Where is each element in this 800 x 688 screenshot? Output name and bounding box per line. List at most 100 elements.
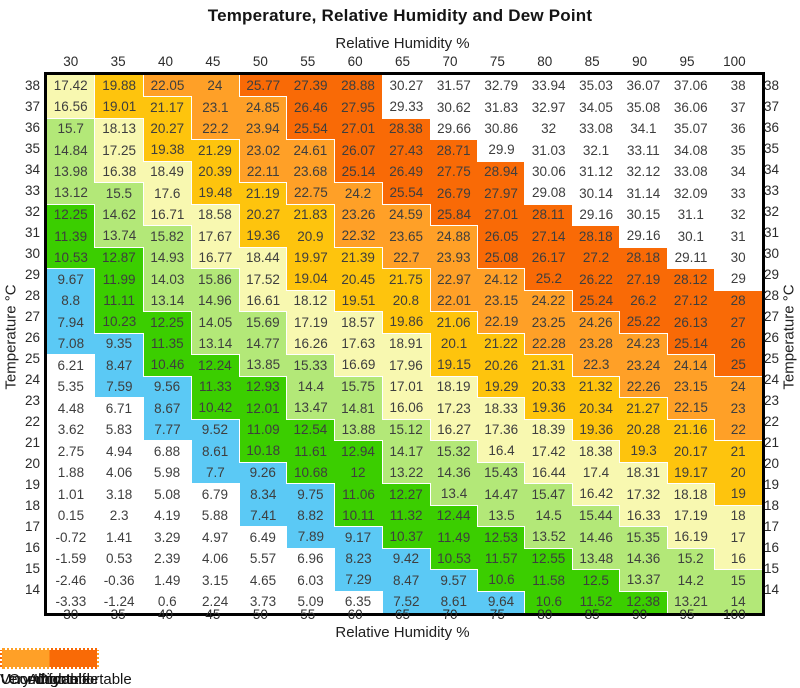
dew-point-cell: 12.44 [430,504,478,527]
dew-point-cell: 16.06 [381,397,431,419]
heatmap-row: 0.15 2.3 4.19 5.88 7.41 8.82 10.11 11.32 12.44 13… [47,504,762,527]
dew-point-cell: 3.15 [191,569,240,591]
dew-point-cell: 21.39 [334,246,383,269]
dew-point-cell: 8.61 [430,591,478,613]
dew-point-cell: 11.32 [382,505,431,527]
dew-point-cell: 17.96 [382,354,431,376]
dew-point-cell: 8.8 [47,290,95,312]
humidity-tick: 30 [63,54,79,69]
dew-point-cell: 7.08 [47,333,95,355]
y-axis-label-right: Temperature °C [780,284,798,390]
dew-point-cell: 35.07 [667,118,715,140]
dew-point-cell: 24.12 [477,268,525,290]
dew-point-cell: 10.46 [142,354,192,376]
humidity-tick: 40 [158,607,174,622]
dew-point-cell: 9.17 [334,526,383,548]
dew-point-cell: 28.12 [667,268,715,290]
dew-point-cell: 30.1 [667,225,715,247]
temperature-tick: 23 [764,393,780,408]
dew-point-cell: 29.33 [381,96,431,118]
dew-point-cell: 23.15 [667,376,715,398]
dew-point-cell: 18.18 [667,483,715,505]
dew-point-cell: 18.12 [286,289,335,312]
temperature-tick: 24 [24,372,40,387]
humidity-tick: 55 [300,607,316,622]
temperature-tick: 15 [24,561,40,576]
dew-point-cell: 35.03 [572,75,620,97]
dew-point-cell: 27 [714,311,762,333]
dew-point-cell: 16.4 [477,440,525,462]
dew-point-cell: 34 [714,161,762,183]
dew-point-cell: 31.14 [619,182,668,204]
dew-point-cell: 23.94 [239,118,287,140]
humidity-tick: 60 [347,54,363,69]
dew-point-cell: 23.68 [286,161,335,183]
dew-point-cell: 26 [714,333,762,355]
dew-point-cell: 25.14 [333,161,383,183]
dew-point-cell: 16.56 [47,96,95,118]
dew-point-cell: 15 [714,569,762,591]
dew-point-cell: 17 [714,526,762,548]
heatmap-row: 17.42 19.88 22.05 24 25.77 27.39 28.88 30.27 31.… [47,75,762,97]
dew-point-cell: 20.27 [238,204,287,226]
dew-point-cell: 15.44 [572,504,620,527]
dew-point-cell: 28.18 [619,246,668,269]
dew-point-cell: 4.06 [191,548,240,570]
temperature-tick: 35 [24,141,40,156]
dew-point-cell: 19.15 [429,354,478,376]
dew-point-cell: 8.47 [94,354,144,376]
dew-point-cell: 20.9 [286,225,335,247]
dew-point-cell: 16.38 [94,161,144,183]
dew-point-cell: 12.54 [286,418,335,441]
dew-point-cell: 26.46 [286,96,335,118]
dew-point-cell: 13.48 [571,548,620,570]
dew-point-cell: 8.34 [238,483,287,505]
y-axis-label-left: Temperature °C [2,284,20,390]
temperature-tick: 27 [764,309,780,324]
dew-point-cell: 18.91 [382,332,431,355]
dew-point-cell: 20.28 [619,419,668,441]
dew-point-cell: 17.32 [619,483,668,505]
dew-point-cell: 22.7 [381,247,431,269]
dew-point-cell: 3.18 [94,483,144,505]
temperature-tick: 17 [24,519,40,534]
dew-point-cell: 27.19 [619,268,668,290]
dew-point-cell: 14.17 [381,440,431,462]
heatmap-table: 17.42 19.88 22.05 24 25.77 27.39 28.88 30.27 31.… [47,75,762,613]
dew-point-cell: 18.44 [239,246,287,269]
dew-point-cell: 27.43 [382,139,431,161]
temperature-tick: 20 [24,456,40,471]
dew-point-cell: 33.11 [619,139,668,161]
dew-point-cell: 13.85 [238,354,287,376]
dew-point-cell: 21.29 [191,139,240,161]
humidity-tick: 55 [300,54,316,69]
dew-point-cell: 17.25 [94,139,144,161]
chart-title: Temperature, Relative Humidity and Dew P… [207,6,593,25]
dew-point-cell: 32.97 [524,96,573,118]
dew-point-cell: 36.07 [619,75,668,97]
dew-point-cell: 14.77 [239,333,287,355]
dew-point-cell: 1.41 [94,526,144,548]
humidity-tick: 50 [252,607,268,622]
heatmap-row: 2.75 4.94 6.88 8.61 10.18 11.61 12.94 14.17 15.3… [47,440,762,462]
humidity-tick: 30 [63,607,79,622]
temperature-tick: 26 [764,330,780,345]
dew-point-cell: 22.32 [333,225,383,247]
dew-point-cell: 24.23 [619,332,668,355]
dew-point-cell: 10.53 [429,548,478,570]
dew-point-cell: 21.75 [382,268,431,290]
temperature-tick: 17 [764,519,780,534]
dew-point-cell: 28.94 [477,160,525,183]
dew-point-cell: 7.59 [94,376,144,398]
dew-point-cell: 7.41 [238,505,287,527]
dew-point-cell: 25.77 [238,75,287,97]
legend-item-very-uncomfortable: Very Uncomfortable [0,648,132,688]
dew-point-cell: 21 [714,440,762,462]
dew-point-cell: 27.01 [477,204,525,226]
dew-point-cell: 21.31 [524,354,573,376]
dew-point-cell: 16.27 [429,419,478,441]
dew-point-cell: -3.33 [47,591,95,613]
dew-point-cell: 9.35 [94,332,144,355]
dew-point-cell: 19.36 [524,397,573,419]
heatmap-row: 7.08 9.35 11.35 13.14 14.77 16.26 17.63 18.91 20… [47,332,762,355]
